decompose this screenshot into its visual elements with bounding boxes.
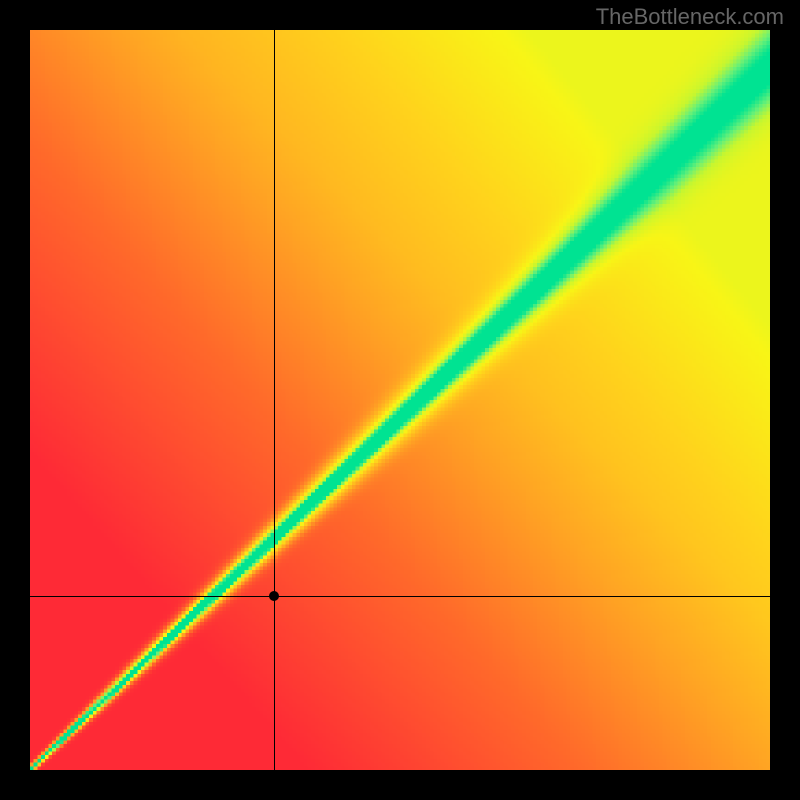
crosshair-horizontal [30,596,770,597]
plot-area [30,30,770,770]
heatmap-canvas [30,30,770,770]
chart-outer-frame [0,0,800,800]
watermark-text: TheBottleneck.com [596,4,784,30]
chart-container: TheBottleneck.com [0,0,800,800]
crosshair-vertical [274,30,275,770]
